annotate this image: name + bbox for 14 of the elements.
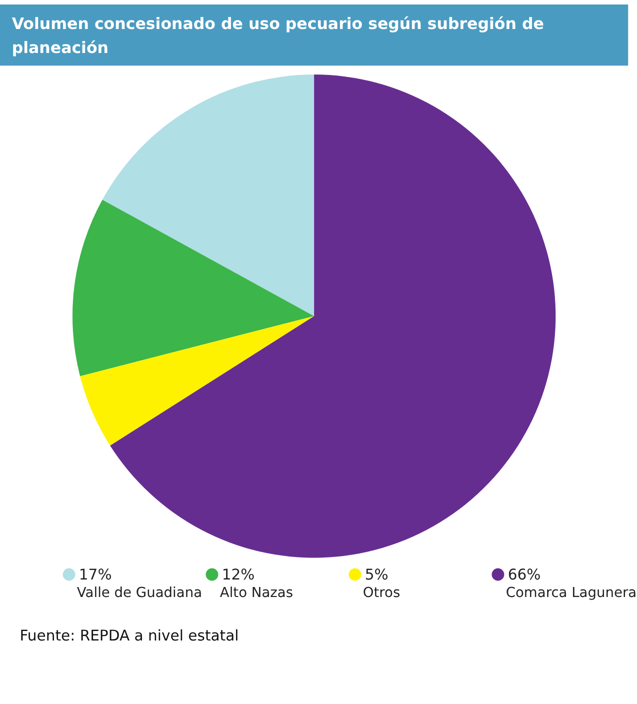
data-label: 12% <box>222 566 255 584</box>
pie-slice <box>110 74 556 558</box>
legend-label: Alto Nazas <box>220 585 294 602</box>
legend-label: Valle de Guadiana <box>76 585 202 602</box>
data-label: 5% <box>364 566 388 584</box>
legend-label: Otros <box>362 585 400 602</box>
source-note: Fuente: REPDA a nivel estatal <box>20 628 239 645</box>
pie-slice <box>72 200 314 376</box>
pie-slice <box>80 316 314 446</box>
legend-label: Comarca Lagunera <box>506 585 637 602</box>
chart-title: Volumen concesionado de uso pecuario según subregión de planeación <box>12 14 544 57</box>
data-label: 17% <box>78 566 112 584</box>
pie-slice <box>102 74 314 316</box>
data-label: 66% <box>508 566 541 584</box>
